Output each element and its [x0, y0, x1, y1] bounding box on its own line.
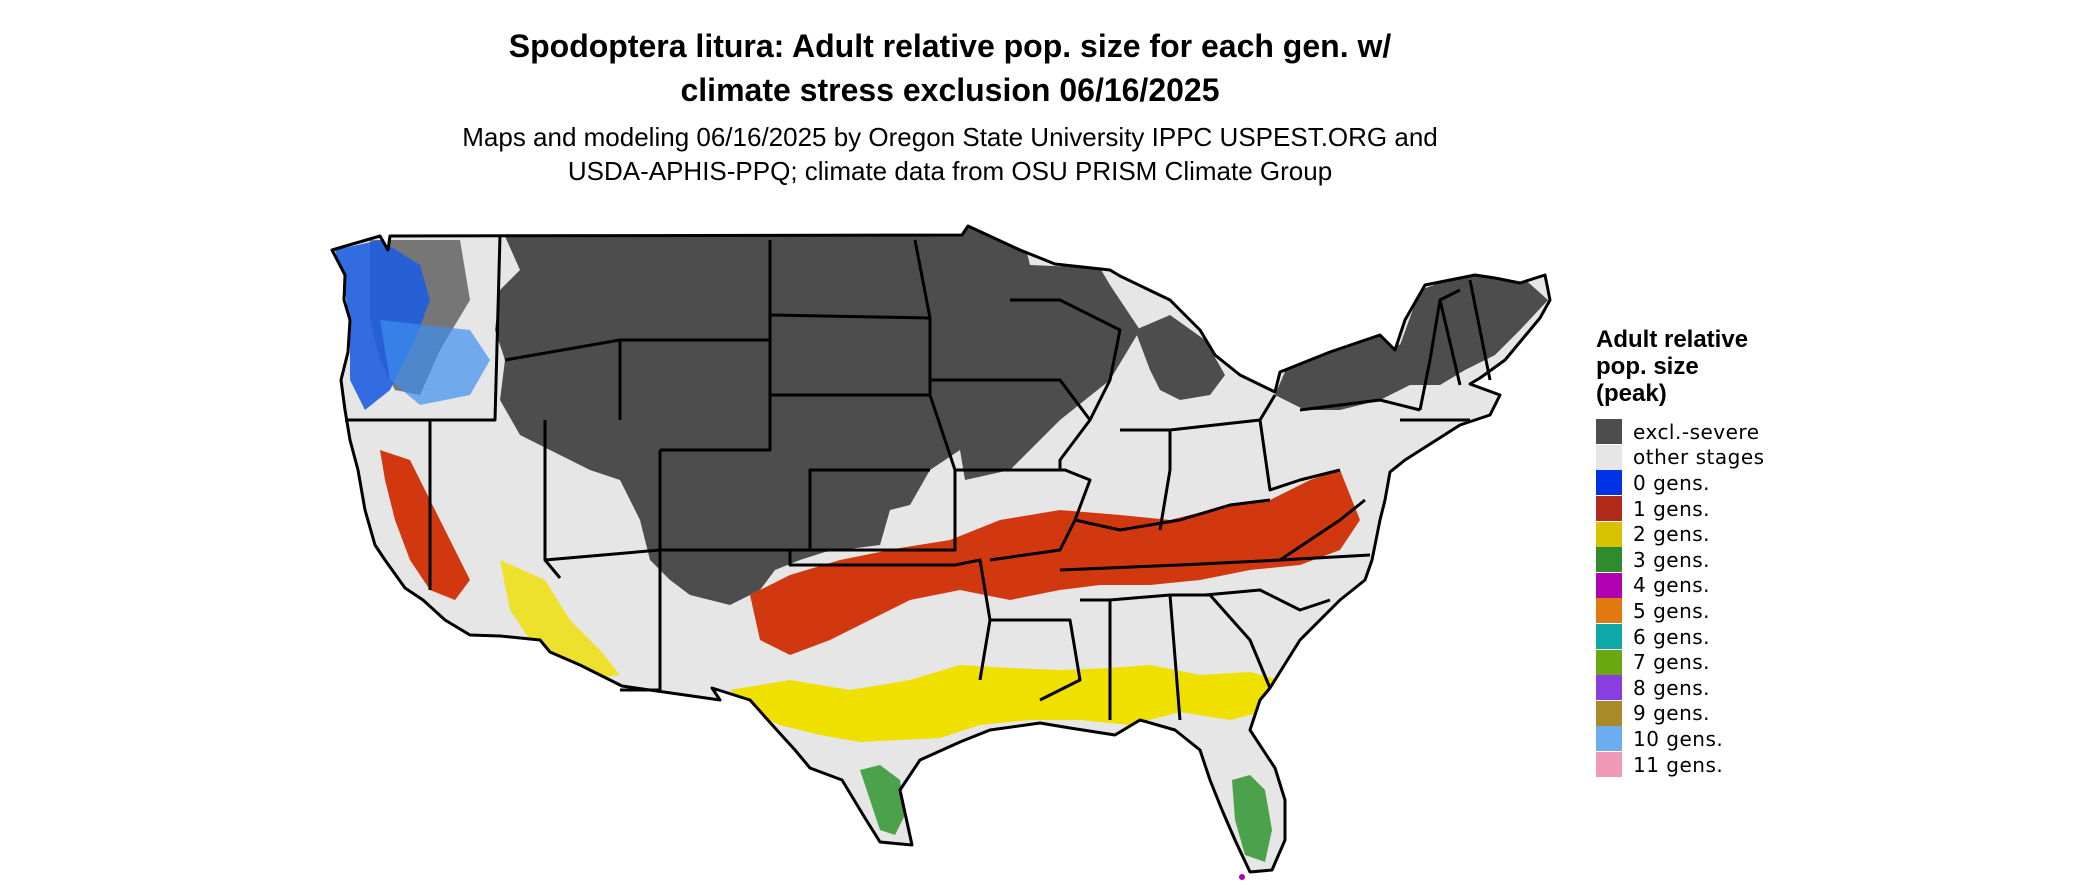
border-vt-nh: [1438, 279, 1492, 386]
legend-item: 9 gens.: [1596, 700, 1765, 727]
map-title-line-1: Spodoptera litura: Adult relative pop. s…: [508, 28, 1392, 64]
state-borders: [330, 224, 1552, 874]
legend-label: 8 gens.: [1633, 675, 1711, 700]
legend-swatch: [1596, 675, 1622, 701]
legend-label: 9 gens.: [1633, 701, 1711, 726]
legend-swatch: [1596, 470, 1622, 496]
border-ks: [810, 470, 957, 552]
legend-item: 7 gens.: [1596, 649, 1765, 675]
border-ar-la: [990, 618, 1082, 702]
legend-swatch: [1596, 496, 1622, 522]
legend-item: 1 gens.: [1596, 496, 1765, 522]
legend-item: 2 gens.: [1596, 521, 1765, 547]
map-subtitle-line-1: Maps and modeling 06/16/2025 by Oregon S…: [462, 122, 1438, 152]
legend-label: 10 gens.: [1633, 726, 1724, 751]
excl-severe-region-north: [495, 226, 1140, 605]
map-title-line-2: climate stress exclusion 06/16/2025: [680, 72, 1220, 108]
two-gens-band-gulf: [730, 665, 1280, 742]
legend-swatch: [1596, 649, 1622, 675]
legend-label: 6 gens.: [1633, 624, 1711, 649]
legend-label: 2 gens.: [1633, 522, 1711, 547]
legend-item: other stages: [1596, 444, 1765, 471]
legend-label: 5 gens.: [1633, 598, 1711, 623]
three-gens-region-florida: [1232, 775, 1272, 862]
border-ok: [788, 550, 992, 681]
legend: Adult relative pop. size (peak) excl.-se…: [1596, 326, 1765, 778]
legend-swatch: [1596, 521, 1622, 547]
border-ny-pa: [1299, 398, 1421, 412]
border-tn: [1059, 553, 1371, 572]
legend-swatch: [1596, 547, 1622, 573]
three-gens-region-texas: [860, 765, 905, 835]
map-title: Spodoptera litura: Adult relative pop. s…: [0, 24, 1900, 112]
map-fill-layer: [332, 226, 1550, 872]
legend-label: 11 gens.: [1633, 752, 1724, 777]
border-ky: [1074, 498, 1271, 532]
legend-item: 11 gens.: [1596, 752, 1765, 778]
one-gen-region-california: [380, 450, 470, 600]
legend-swatch: [1596, 444, 1622, 470]
border-dakotas-mn: [913, 239, 957, 471]
legend-label: 1 gens.: [1633, 496, 1711, 521]
legend-label: other stages: [1633, 445, 1765, 470]
legend-item: 0 gens.: [1596, 470, 1765, 496]
legend-item: excl.-severe: [1596, 419, 1765, 445]
border-ga: [1170, 593, 1272, 689]
legend-swatch: [1596, 419, 1622, 445]
legend-swatch: [1596, 726, 1622, 752]
map-subtitle-line-2: USDA-APHIS-PPQ; climate data from OSU PR…: [567, 156, 1333, 186]
two-gens-region-southwest: [500, 560, 620, 680]
border-ny-ne: [1418, 288, 1461, 411]
map-subtitle: Maps and modeling 06/16/2025 by Oregon S…: [0, 120, 1900, 188]
border-wi: [1010, 298, 1122, 421]
legend-item: 10 gens.: [1596, 726, 1765, 752]
legend-item: 5 gens.: [1596, 598, 1765, 624]
legend-label: 7 gens.: [1633, 650, 1711, 675]
legend-item: 8 gens.: [1596, 675, 1765, 701]
legend-title: Adult relative pop. size (peak): [1596, 326, 1765, 407]
legend-item: 4 gens.: [1596, 572, 1765, 599]
border-nd-sd: [769, 313, 931, 320]
legend-item: 3 gens.: [1596, 547, 1765, 573]
legend-swatch: [1596, 752, 1622, 778]
four-gens-spot: [1239, 874, 1245, 880]
border-il-in: [1120, 428, 1172, 531]
legend-swatch: [1596, 700, 1622, 726]
border-va: [1279, 498, 1366, 562]
legend-title-line-2: pop. size: [1596, 353, 1699, 380]
legend-item: 6 gens.: [1596, 624, 1765, 650]
legend-label: excl.-severe: [1633, 419, 1760, 444]
us-outline: [330, 224, 1552, 874]
zero-gens-region-oregon: [380, 320, 490, 405]
legend-label: 4 gens.: [1633, 573, 1711, 598]
legend-swatch: [1596, 572, 1622, 598]
border-sc-nc: [1204, 588, 1331, 612]
border-oh-wv: [1258, 419, 1341, 492]
legend-swatch: [1596, 598, 1622, 624]
legend-title-line-3: (peak): [1596, 380, 1667, 407]
legend-title-line-1: Adult relative: [1596, 326, 1749, 353]
legend-swatch: [1596, 624, 1622, 650]
border-ia-mo: [955, 468, 1092, 562]
border-wa-or-id: [345, 234, 502, 422]
border-az-nm: [544, 548, 662, 692]
legend-label: 0 gens.: [1633, 470, 1711, 495]
legend-label: 3 gens.: [1633, 547, 1711, 572]
excl-severe-region-northeast: [1275, 272, 1548, 410]
one-gen-band-central: [750, 470, 1360, 655]
excl-severe-region-michigan: [1135, 315, 1225, 400]
